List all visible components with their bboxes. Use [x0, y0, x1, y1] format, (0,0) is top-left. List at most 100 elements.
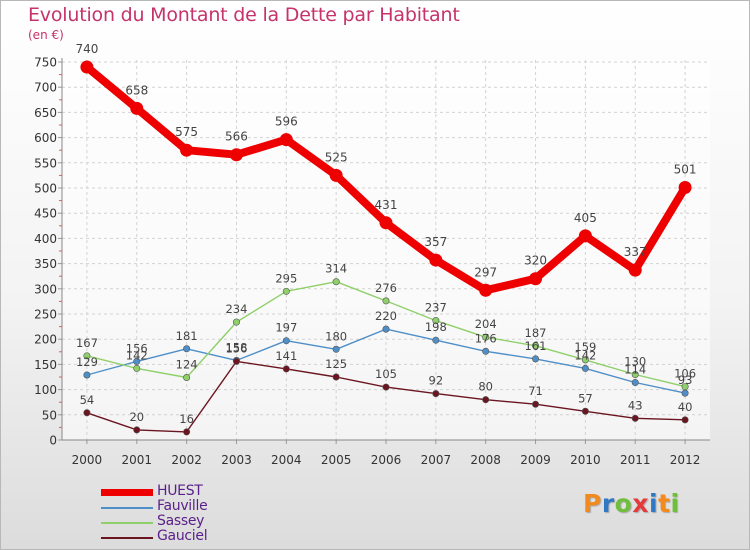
data-point-huest	[130, 101, 144, 115]
data-point-gauciel	[332, 373, 340, 381]
data-point-huest	[429, 253, 443, 267]
data-label-sassey: 314	[325, 262, 347, 276]
data-point-huest	[180, 143, 194, 157]
data-point-gauciel	[482, 396, 490, 404]
data-point-gauciel	[382, 383, 390, 391]
legend-swatch	[101, 522, 153, 524]
data-label-huest: 431	[375, 198, 398, 212]
data-point-sassey	[581, 356, 589, 364]
data-point-fauville	[532, 355, 540, 363]
data-label-huest: 297	[474, 265, 497, 279]
x-tick-label: 2008	[470, 453, 501, 467]
data-label-gauciel: 20	[129, 410, 144, 424]
data-label-fauville: 220	[375, 309, 397, 323]
y-tick-label: 750	[34, 56, 57, 70]
legend-item-fauville: Fauville	[101, 498, 321, 515]
y-tick-label: 150	[34, 358, 57, 372]
data-point-fauville	[332, 345, 340, 353]
data-point-gauciel	[681, 416, 689, 424]
data-label-sassey: 142	[126, 348, 148, 362]
data-label-gauciel: 71	[528, 384, 543, 398]
data-point-huest	[279, 133, 293, 147]
x-tick-label: 2001	[121, 453, 152, 467]
data-label-sassey: 106	[674, 367, 696, 381]
data-point-gauciel	[432, 390, 440, 398]
data-point-fauville	[432, 336, 440, 344]
data-label-fauville: 198	[425, 320, 447, 334]
y-tick-label: 550	[34, 156, 57, 170]
data-label-gauciel: 43	[628, 398, 643, 412]
data-point-huest	[578, 229, 592, 243]
y-tick-label: 250	[34, 308, 57, 322]
data-label-fauville: 181	[176, 329, 198, 343]
data-point-sassey	[631, 370, 639, 378]
data-label-gauciel: 125	[325, 357, 347, 371]
data-label-huest: 525	[325, 150, 348, 164]
data-label-fauville: 180	[325, 329, 347, 343]
data-point-sassey	[183, 374, 191, 382]
legend-item-gauciel: Gauciel	[101, 528, 321, 545]
data-point-fauville	[183, 345, 191, 353]
chart-title: Evolution du Montant de la Dette par Hab…	[28, 4, 460, 26]
proxiti-logo: Proxiti	[583, 489, 680, 518]
data-label-gauciel: 105	[375, 367, 397, 381]
x-tick-label: 2007	[421, 453, 452, 467]
data-label-sassey: 276	[375, 281, 397, 295]
data-point-huest	[479, 283, 493, 297]
y-tick-label: 650	[34, 106, 57, 120]
x-tick-label: 2000	[72, 453, 103, 467]
legend-label: Gauciel	[157, 528, 208, 544]
data-point-sassey	[482, 333, 490, 341]
x-tick-label: 2011	[620, 453, 651, 467]
x-tick-label: 2006	[371, 453, 402, 467]
data-label-huest: 320	[524, 254, 547, 268]
data-point-huest	[379, 216, 393, 230]
data-point-sassey	[282, 287, 290, 295]
data-label-huest: 405	[574, 211, 597, 225]
data-point-gauciel	[232, 357, 240, 365]
data-label-gauciel: 80	[478, 380, 493, 394]
data-point-huest	[628, 263, 642, 277]
data-label-sassey: 124	[176, 358, 198, 372]
data-point-fauville	[133, 357, 141, 365]
data-point-gauciel	[83, 409, 91, 417]
x-tick-label: 2010	[570, 453, 601, 467]
legend-label: HUEST	[157, 483, 203, 499]
data-point-gauciel	[581, 407, 589, 415]
data-point-huest	[329, 168, 343, 182]
y-tick-label: 450	[34, 207, 57, 221]
data-point-sassey	[681, 383, 689, 391]
data-label-huest: 357	[424, 235, 447, 249]
data-label-fauville: 197	[275, 321, 297, 335]
data-label-gauciel: 57	[578, 391, 593, 405]
legend-swatch	[101, 507, 153, 509]
y-tick-label: 300	[34, 282, 57, 296]
data-label-fauville: 114	[624, 363, 646, 377]
legend-item-sassey: Sassey	[101, 513, 321, 530]
x-tick-label: 2012	[670, 453, 701, 467]
y-tick-label: 400	[34, 232, 57, 246]
data-label-sassey: 295	[275, 271, 297, 285]
data-label-gauciel: 16	[179, 412, 194, 426]
data-point-huest	[529, 272, 543, 286]
data-label-gauciel: 141	[275, 349, 297, 363]
data-point-huest	[80, 60, 94, 74]
x-tick-label: 2005	[321, 453, 352, 467]
data-label-sassey: 167	[76, 336, 98, 350]
data-point-gauciel	[183, 428, 191, 436]
data-point-gauciel	[532, 400, 540, 408]
data-label-sassey: 159	[574, 340, 596, 354]
y-tick-label: 0	[49, 434, 57, 448]
legend-item-huest: HUEST	[101, 483, 321, 500]
data-point-gauciel	[282, 365, 290, 373]
data-label-fauville: 156	[126, 341, 148, 355]
legend-swatch	[101, 537, 153, 539]
data-point-sassey	[332, 278, 340, 286]
data-label-sassey: 237	[425, 301, 447, 315]
data-label-fauville: 142	[574, 348, 596, 362]
data-label-fauville: 161	[525, 339, 547, 353]
data-point-sassey	[432, 317, 440, 325]
data-label-huest: 501	[674, 162, 697, 176]
data-label-fauville: 158	[225, 340, 247, 354]
